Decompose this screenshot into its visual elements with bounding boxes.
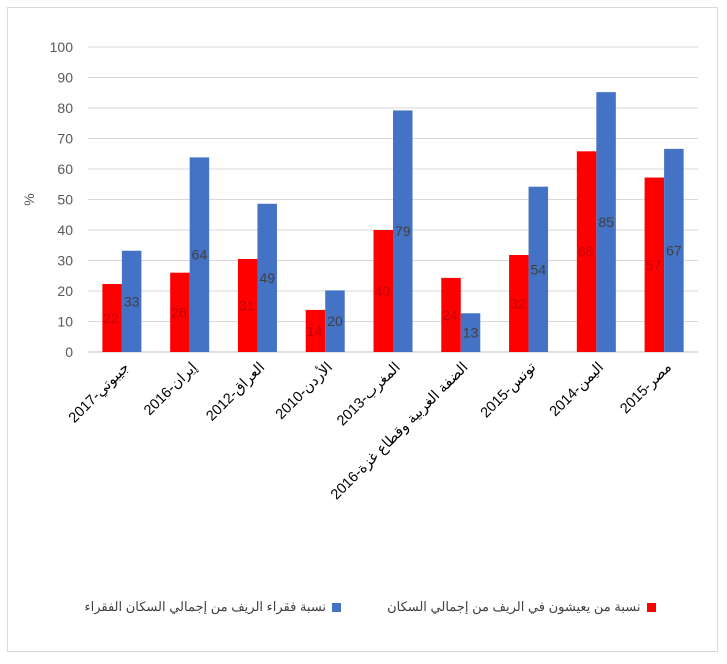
bar-series-1	[441, 277, 461, 352]
legend: نسبة فقراء الريف من إجمالي السكان الفقرا…	[60, 596, 680, 618]
data-label-series-1: 22	[103, 310, 119, 326]
y-tick-label: 0	[65, 344, 73, 360]
legend-item-series-1: نسبة من يعيشون في الريف من إجمالي السكان	[387, 599, 656, 615]
data-label-series-1: 14	[307, 323, 323, 339]
legend-label-series-1: نسبة من يعيشون في الريف من إجمالي السكان	[387, 599, 641, 614]
legend-swatch-series-1	[646, 602, 656, 612]
data-label-series-1: 32	[510, 296, 526, 312]
data-label-series-2: 85	[598, 214, 614, 230]
data-label-series-2: 67	[666, 242, 682, 258]
bar-series-2	[393, 110, 413, 352]
bar-series-2	[460, 313, 481, 352]
y-axis-ticks: 0 10 20 30 40 50 60 70 80 90 100	[50, 39, 74, 360]
y-tick-label: 90	[57, 70, 73, 86]
x-tick-label: تونس-2015	[478, 360, 540, 422]
data-label-series-1: 40	[375, 283, 391, 299]
data-label-series-1: 24	[442, 307, 458, 323]
y-tick-label: 20	[57, 283, 73, 299]
legend-swatch-series-2	[332, 602, 342, 612]
y-tick-label: 60	[57, 161, 73, 177]
y-tick-label: 50	[57, 192, 73, 208]
x-tick-label: العراق-2012	[203, 360, 268, 425]
legend-label-series-2: نسبة فقراء الريف من إجمالي السكان الفقرا…	[84, 599, 327, 614]
bars	[102, 92, 684, 352]
x-tick-label: الضفة الغربية وقطاع غزة-2016	[328, 360, 472, 504]
bar-series-1	[237, 258, 258, 352]
data-label-series-2: 79	[395, 223, 411, 239]
x-tick-label: اليمن-2014	[547, 360, 607, 420]
data-label-series-1: 31	[239, 297, 255, 313]
y-tick-label: 80	[57, 100, 73, 116]
bar-series-1	[576, 151, 597, 352]
data-label-series-1: 26	[171, 304, 187, 320]
bar-series-2	[257, 203, 277, 352]
x-tick-label: جيبوتي-2017	[66, 359, 133, 426]
x-tick-label: الأردن-2010	[271, 358, 336, 423]
data-label-series-2: 49	[259, 270, 275, 286]
y-tick-label: 30	[57, 253, 73, 269]
x-axis-ticks: جيبوتي-2017 إيران-2016العراق-2012الأردن-2…	[66, 358, 675, 503]
bar-series-1	[373, 230, 393, 352]
y-axis-label: %	[21, 193, 37, 205]
bar-series-1	[644, 177, 665, 352]
y-tick-label: 10	[57, 314, 73, 330]
data-label-series-2: 33	[124, 293, 140, 309]
y-tick-label: 70	[57, 131, 73, 147]
y-tick-label: 100	[50, 39, 74, 55]
bar-series-1	[102, 283, 122, 352]
bar-series-2	[528, 186, 549, 352]
data-label-series-2: 13	[463, 325, 479, 341]
bar-series-1	[509, 255, 529, 352]
bar-series-1	[170, 272, 190, 352]
bar-series-1	[305, 309, 326, 352]
bar-series-2	[121, 250, 142, 352]
bar-series-2	[325, 290, 345, 352]
bar-series-2	[596, 92, 616, 352]
legend-item-series-2: نسبة فقراء الريف من إجمالي السكان الفقرا…	[85, 599, 342, 615]
data-label-series-1: 57	[646, 257, 662, 273]
data-label-series-2: 64	[192, 247, 208, 263]
bar-series-2	[664, 148, 684, 352]
x-tick-label: المغرب-2013	[334, 360, 404, 430]
bar-series-2	[189, 157, 210, 352]
data-labels: 22 26 31 14 40 24 32 66 57 33 64 49 20 79 13 54 85 67	[103, 214, 682, 341]
data-label-series-1: 66	[578, 244, 594, 260]
x-tick-label: مصر-2015	[617, 360, 675, 418]
x-tick-label: إيران-2016	[141, 360, 200, 419]
data-label-series-2: 20	[327, 313, 343, 329]
data-label-series-2: 54	[531, 261, 547, 277]
y-tick-label: 40	[57, 222, 73, 238]
